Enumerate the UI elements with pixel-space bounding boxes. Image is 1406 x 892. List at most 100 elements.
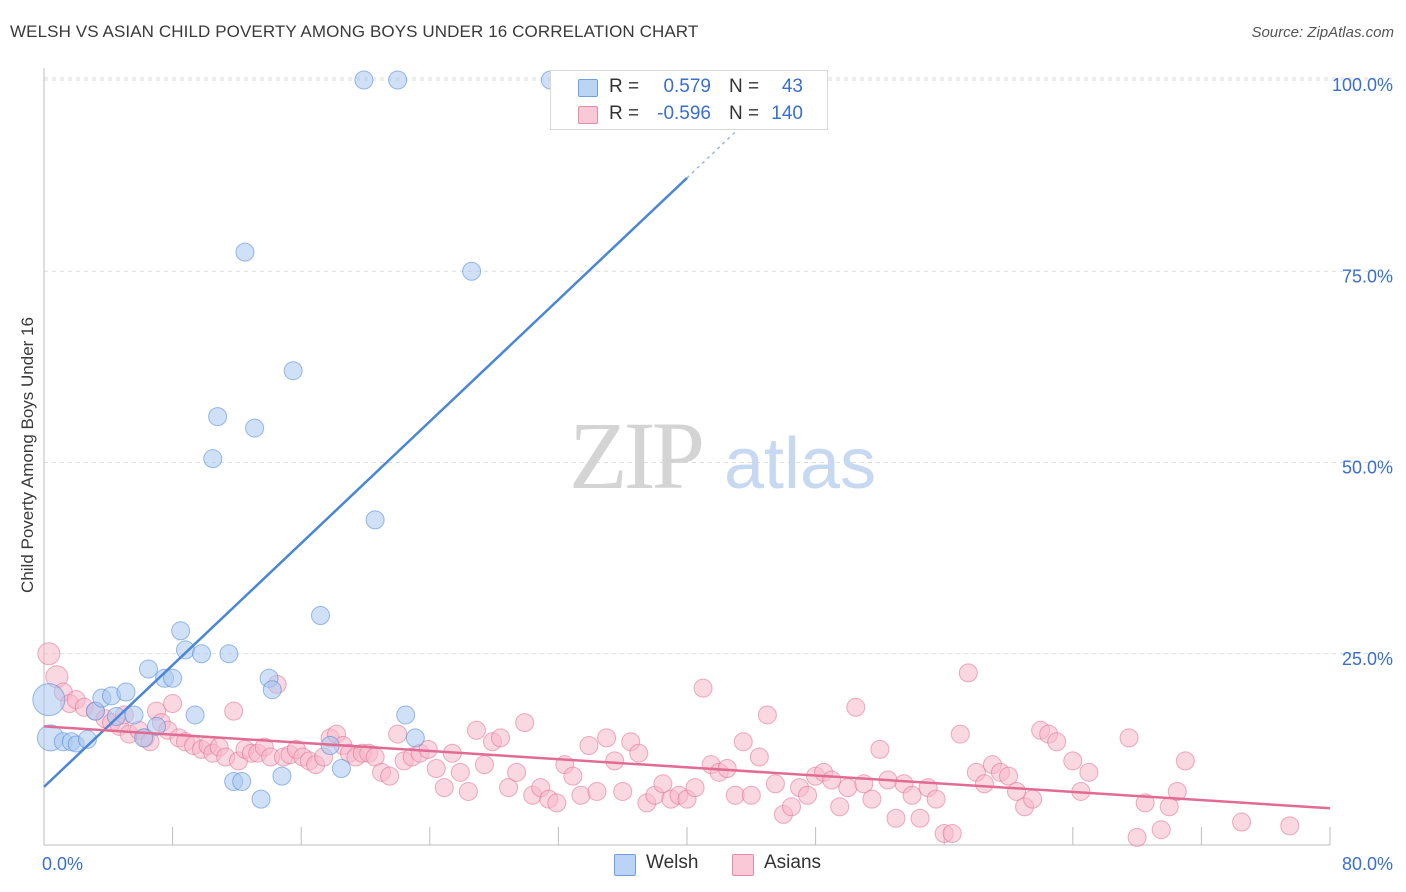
asian-point (886, 808, 906, 828)
asian-point (822, 770, 842, 790)
x-tick-label: 0.0% (42, 854, 83, 874)
asian-point (1151, 820, 1171, 840)
asian-point (491, 728, 511, 748)
asian-point (693, 678, 713, 698)
welsh-n-value: 43 (781, 76, 803, 97)
watermark-atlas: atlas (724, 424, 876, 504)
gridlines (44, 77, 1392, 655)
asian-point (1175, 751, 1195, 771)
asian-point (862, 789, 882, 809)
asian-points (37, 642, 1300, 847)
y-tick-label: 75.0% (1342, 266, 1393, 286)
welsh-point (175, 640, 195, 660)
asian-point (781, 797, 801, 817)
asian-point (942, 824, 962, 844)
asian-point (1063, 751, 1083, 771)
welsh-point (138, 659, 158, 679)
asian-point (388, 724, 408, 744)
legend-welsh-label: Welsh (646, 852, 699, 873)
legend-asians-label: Asians (764, 852, 822, 873)
asian-point (798, 785, 818, 805)
asian-point (910, 808, 930, 828)
asian-point (725, 785, 745, 805)
asian-point (749, 747, 769, 767)
y-tick-label: 25.0% (1342, 649, 1393, 669)
welsh-point (147, 716, 167, 736)
asians-swatch (578, 106, 598, 124)
welsh-point (388, 70, 408, 90)
asian-point (902, 785, 922, 805)
asians-r-label: R = (609, 103, 640, 124)
asian-point (571, 785, 591, 805)
welsh-point (262, 680, 282, 700)
asian-point (1119, 728, 1139, 748)
asian-point (605, 751, 625, 771)
asian-point (1135, 793, 1155, 813)
asian-point (733, 732, 753, 752)
asian-point (587, 781, 607, 801)
asian-point (830, 797, 850, 817)
stats-box: R = 0.579 N = 43 R = -0.596 N = 140 (550, 70, 828, 130)
asian-point (474, 755, 494, 775)
welsh-n-label: N = (729, 76, 760, 97)
legend-asians-swatch (732, 854, 754, 876)
welsh-trendline (43, 177, 688, 788)
asian-point (1047, 732, 1067, 752)
asian-point (765, 774, 785, 794)
welsh-point (245, 418, 265, 438)
asians-r-value: -0.596 (657, 103, 711, 124)
asian-point (434, 778, 454, 798)
asian-point (579, 736, 599, 756)
asian-point (597, 728, 617, 748)
watermark-zip: ZIP (569, 402, 702, 509)
welsh-point (171, 621, 191, 641)
asian-point (999, 766, 1018, 786)
asian-point (870, 739, 890, 759)
welsh-point (310, 606, 330, 625)
welsh-point (32, 683, 66, 717)
asian-point (458, 781, 478, 801)
welsh-point (124, 705, 144, 725)
chart-title: WELSH VS ASIAN CHILD POVERTY AMONG BOYS … (10, 22, 699, 41)
welsh-point (462, 261, 482, 281)
x-tick-label: 80.0% (1342, 854, 1393, 874)
asian-point (515, 713, 535, 733)
welsh-swatch (578, 79, 598, 97)
asian-point (846, 697, 866, 717)
asian-point (1167, 781, 1187, 801)
welsh-point (365, 510, 385, 530)
stats-row-welsh: R = 0.579 N = 43 (551, 75, 827, 99)
asian-point (974, 774, 994, 794)
legend-welsh-swatch (614, 854, 636, 876)
welsh-point (192, 644, 212, 664)
asians-n-label: N = (729, 103, 760, 124)
tick-labels: 25.0% 50.0% 75.0% 100.0% 0.0% 80.0% (42, 75, 1393, 874)
y-tick-label: 50.0% (1342, 458, 1393, 478)
asian-point (1127, 827, 1147, 847)
welsh-point (203, 449, 223, 469)
y-axis-label: Child Poverty Among Boys Under 16 (18, 317, 37, 593)
welsh-r-label: R = (609, 76, 640, 97)
asian-point (547, 793, 567, 813)
asians-n-value: 140 (771, 103, 803, 124)
asian-point (1023, 789, 1043, 809)
welsh-point (331, 759, 351, 778)
watermark: ZIP atlas (569, 402, 876, 509)
welsh-point (219, 644, 239, 664)
asian-point (1232, 812, 1252, 832)
axes (43, 68, 1331, 846)
welsh-point (354, 70, 374, 90)
asian-point (613, 781, 633, 801)
welsh-point (396, 705, 416, 725)
asian-point (958, 663, 978, 683)
asian-point (37, 642, 61, 666)
asian-point (757, 705, 777, 725)
asian-point (224, 701, 244, 721)
asian-point (466, 720, 486, 740)
asian-point (926, 789, 946, 809)
asian-point (426, 759, 446, 778)
asian-point (563, 766, 583, 786)
welsh-point (185, 705, 205, 725)
asian-point (163, 693, 183, 713)
asian-point (499, 778, 519, 798)
